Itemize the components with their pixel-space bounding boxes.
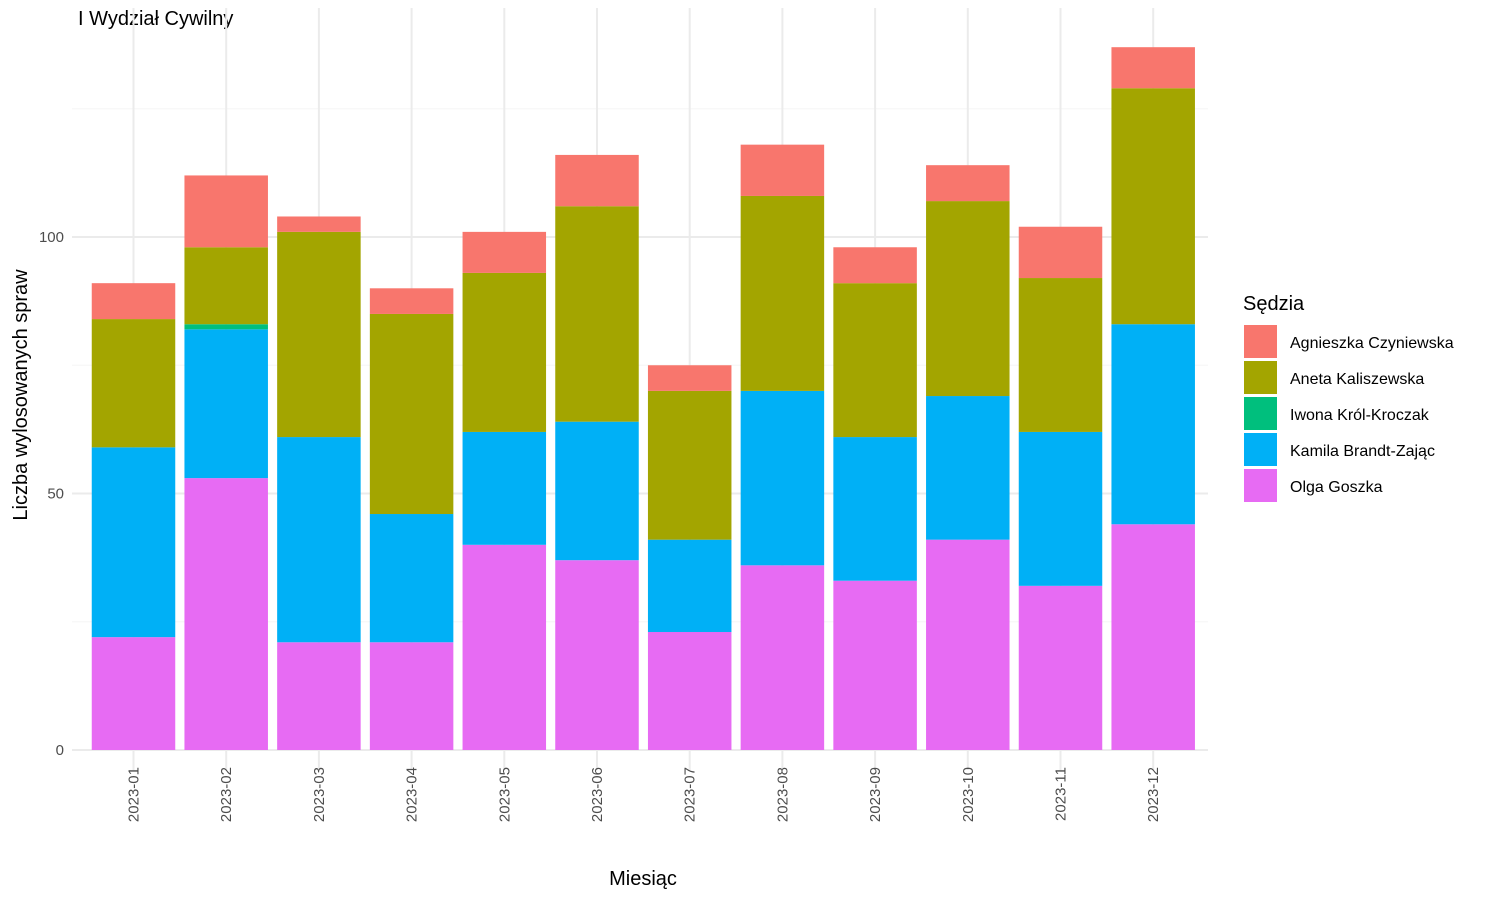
bar-segment bbox=[647, 390, 732, 540]
y-tick-label: 0 bbox=[56, 742, 64, 759]
x-tick-label: 2023-09 bbox=[867, 767, 884, 822]
x-tick-label: 2023-02 bbox=[218, 767, 235, 822]
bar-stack-2023-07 bbox=[647, 365, 732, 750]
bar-segment bbox=[1111, 88, 1195, 325]
bar-segment bbox=[369, 642, 454, 750]
bar-segment bbox=[740, 195, 825, 391]
bar-stack-2023-04 bbox=[369, 288, 454, 750]
bar-stack-2023-05 bbox=[462, 231, 547, 750]
bar-stack-2023-06 bbox=[555, 154, 639, 750]
bar-stack-2023-01 bbox=[91, 283, 176, 750]
bar-segment bbox=[647, 365, 732, 391]
bar-segment bbox=[647, 632, 732, 750]
bar-segment bbox=[833, 580, 917, 750]
legend-item: Aneta Kaliszewska bbox=[1244, 361, 1424, 394]
legend-label: Kamila Brandt-Zając bbox=[1290, 443, 1435, 460]
legend-label: Aneta Kaliszewska bbox=[1290, 371, 1424, 388]
bar-segment bbox=[462, 431, 547, 545]
bar-segment bbox=[555, 560, 639, 750]
y-tick-label: 50 bbox=[47, 486, 64, 503]
bars bbox=[91, 47, 1195, 750]
x-tick-label: 2023-10 bbox=[960, 767, 977, 822]
bar-segment bbox=[1111, 47, 1195, 89]
bar-segment bbox=[1018, 226, 1103, 279]
bar-stack-2023-03 bbox=[277, 216, 361, 750]
legend-item: Iwona Król-Kroczak bbox=[1244, 397, 1430, 430]
bar-segment bbox=[369, 313, 454, 515]
bar-segment bbox=[555, 206, 639, 422]
bar-segment bbox=[184, 247, 268, 325]
bar-segment bbox=[277, 231, 361, 438]
bar-stack-2023-12 bbox=[1111, 47, 1195, 750]
bar-segment bbox=[555, 421, 639, 561]
bar-segment bbox=[277, 216, 361, 232]
legend: Sędzia Agnieszka Czyniewska Aneta Kalisze… bbox=[1243, 293, 1454, 502]
bar-stack-2023-11 bbox=[1018, 226, 1103, 750]
legend-key bbox=[1244, 361, 1277, 394]
legend-label: Iwona Król-Kroczak bbox=[1290, 407, 1430, 424]
chart-title: I Wydział Cywilny bbox=[78, 8, 234, 30]
bar-segment bbox=[184, 478, 268, 750]
x-tick-label: 2023-11 bbox=[1053, 767, 1070, 821]
bar-segment bbox=[740, 390, 825, 566]
legend-title: Sędzia bbox=[1243, 293, 1305, 315]
bar-segment bbox=[740, 144, 825, 196]
x-tick-label: 2023-05 bbox=[496, 767, 513, 822]
bar-segment bbox=[91, 447, 176, 638]
legend-item: Agnieszka Czyniewska bbox=[1244, 325, 1454, 358]
bar-segment bbox=[833, 283, 917, 438]
bar-segment bbox=[833, 437, 917, 581]
bar-stack-2023-02 bbox=[184, 175, 268, 750]
bar-segment bbox=[1018, 585, 1103, 750]
x-tick-label: 2023-01 bbox=[126, 767, 143, 822]
bar-segment bbox=[647, 539, 732, 633]
bar-segment bbox=[91, 637, 176, 750]
bar-segment bbox=[277, 437, 361, 643]
bar-segment bbox=[91, 283, 176, 320]
bar-segment bbox=[833, 247, 917, 284]
legend-key bbox=[1244, 433, 1277, 466]
bar-segment bbox=[369, 514, 454, 643]
x-axis-title: Miesiąc bbox=[609, 868, 677, 890]
legend-item: Olga Goszka bbox=[1244, 469, 1383, 502]
bar-segment bbox=[462, 272, 547, 432]
bar-segment bbox=[1111, 524, 1195, 750]
legend-item: Kamila Brandt-Zając bbox=[1244, 433, 1435, 466]
bar-segment bbox=[1018, 431, 1103, 586]
legend-key bbox=[1244, 325, 1277, 358]
bar-segment bbox=[462, 544, 547, 750]
bar-segment bbox=[1018, 278, 1103, 432]
legend-label: Olga Goszka bbox=[1290, 479, 1383, 496]
bar-segment bbox=[926, 539, 1010, 750]
x-tick-label: 2023-12 bbox=[1145, 767, 1162, 822]
bar-segment bbox=[462, 231, 547, 273]
x-tick-label: 2023-04 bbox=[404, 767, 421, 822]
bar-segment bbox=[184, 175, 268, 248]
y-tick-label: 100 bbox=[39, 229, 64, 246]
bar-segment bbox=[555, 154, 639, 207]
bar-stack-2023-09 bbox=[833, 247, 917, 750]
bar-segment bbox=[184, 324, 268, 330]
y-axis-title: Liczba wylosowanych spraw bbox=[10, 269, 32, 521]
bar-segment bbox=[91, 319, 176, 448]
legend-key bbox=[1244, 469, 1277, 502]
bar-segment bbox=[926, 165, 1010, 202]
bar-segment bbox=[369, 288, 454, 314]
legend-label: Agnieszka Czyniewska bbox=[1290, 335, 1454, 352]
bar-stack-2023-10 bbox=[926, 165, 1010, 750]
bar-segment bbox=[926, 201, 1010, 397]
bar-segment bbox=[1111, 324, 1195, 525]
tick-labels: 0 50 100 2023-01 2023-02 2023-03 2023-04 2023-0… bbox=[39, 229, 1162, 822]
bar-stack-2023-08 bbox=[740, 144, 825, 750]
bar-segment bbox=[277, 642, 361, 750]
x-tick-label: 2023-08 bbox=[774, 767, 791, 822]
bar-segment bbox=[184, 329, 268, 479]
x-tick-label: 2023-03 bbox=[311, 767, 328, 822]
legend-key bbox=[1244, 397, 1277, 430]
x-tick-label: 2023-06 bbox=[589, 767, 606, 822]
bar-segment bbox=[740, 565, 825, 750]
x-tick-label: 2023-07 bbox=[682, 767, 699, 822]
bar-segment bbox=[926, 396, 1010, 540]
